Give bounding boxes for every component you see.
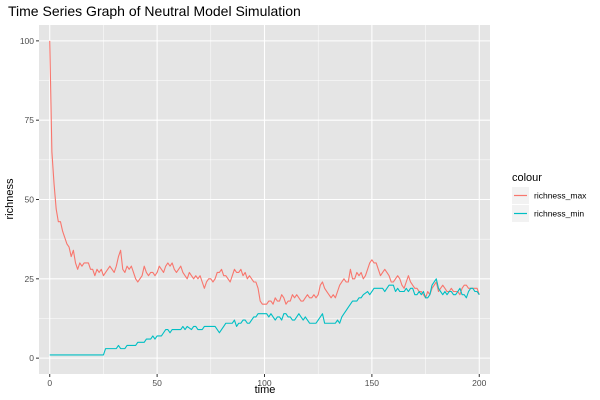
- y-axis: 0 25 50 75 100: [20, 36, 39, 363]
- x-tick-label: 200: [472, 378, 486, 388]
- x-axis-title: time: [255, 384, 276, 396]
- y-tick-label: 75: [25, 115, 35, 125]
- y-axis-title: richness: [4, 178, 16, 219]
- x-tick-label: 150: [365, 378, 379, 388]
- x-tick-label: 0: [47, 378, 52, 388]
- series-layer: [49, 40, 480, 356]
- grid-major: [39, 25, 490, 374]
- x-tick-label: 50: [152, 378, 162, 388]
- series-line-richness_min: [49, 278, 480, 356]
- series-line-richness_max: [49, 40, 480, 305]
- y-tick-label: 0: [29, 353, 34, 363]
- legend-label-richness_min: richness_min: [534, 209, 584, 219]
- legend-label-richness_max: richness_max: [534, 191, 587, 201]
- x-axis: 0 50 100 150 200: [47, 374, 487, 388]
- legend-title: colour: [512, 172, 542, 184]
- x-tick-label: 100: [257, 378, 271, 388]
- y-tick-label: 50: [25, 195, 35, 205]
- y-tick-label: 100: [20, 36, 34, 46]
- legend: colour richness_max richness_min: [512, 172, 587, 222]
- y-tick-label: 25: [25, 274, 35, 284]
- chart-title: Time Series Graph of Neutral Model Simul…: [8, 3, 301, 19]
